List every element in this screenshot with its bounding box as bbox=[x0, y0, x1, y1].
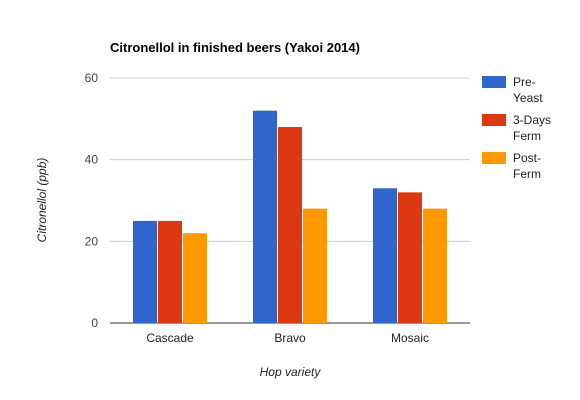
legend-swatch-pre-yeast bbox=[482, 76, 506, 88]
x-category-label: Bravo bbox=[274, 331, 306, 345]
bar bbox=[158, 220, 182, 323]
legend-swatch-post-ferm bbox=[482, 152, 506, 164]
legend-label: Pre- bbox=[513, 75, 536, 89]
x-category-label: Cascade bbox=[146, 331, 194, 345]
legend-label: Yeast bbox=[513, 91, 543, 105]
legend: Pre- Yeast 3-Days Ferm Post- Ferm bbox=[482, 75, 551, 181]
legend-label: Ferm bbox=[513, 129, 541, 143]
legend-label: Post- bbox=[513, 151, 541, 165]
bar bbox=[133, 220, 157, 323]
bar bbox=[398, 192, 422, 323]
bar bbox=[278, 127, 302, 323]
x-axis-label: Hop variety bbox=[260, 365, 322, 379]
bar bbox=[423, 208, 447, 323]
bar bbox=[303, 208, 327, 323]
bar bbox=[373, 188, 397, 323]
x-category-label: Mosaic bbox=[391, 331, 429, 345]
y-tick-labels: 0 20 40 60 bbox=[85, 71, 99, 330]
bar bbox=[253, 110, 277, 324]
y-tick-label: 60 bbox=[85, 71, 99, 85]
y-tick-label: 40 bbox=[85, 153, 99, 167]
legend-label: Ferm bbox=[513, 167, 541, 181]
y-tick-label: 0 bbox=[91, 316, 98, 330]
legend-label: 3-Days bbox=[513, 113, 551, 127]
legend-swatch-3-days-ferm bbox=[482, 114, 506, 126]
y-axis-label: Citronellol (ppb) bbox=[35, 158, 49, 243]
y-tick-label: 20 bbox=[85, 234, 99, 248]
bars bbox=[133, 110, 447, 324]
chart-title: Citronellol in finished beers (Yakoi 201… bbox=[110, 40, 360, 55]
x-category-labels: Cascade Bravo Mosaic bbox=[146, 331, 429, 345]
bar bbox=[183, 233, 207, 323]
